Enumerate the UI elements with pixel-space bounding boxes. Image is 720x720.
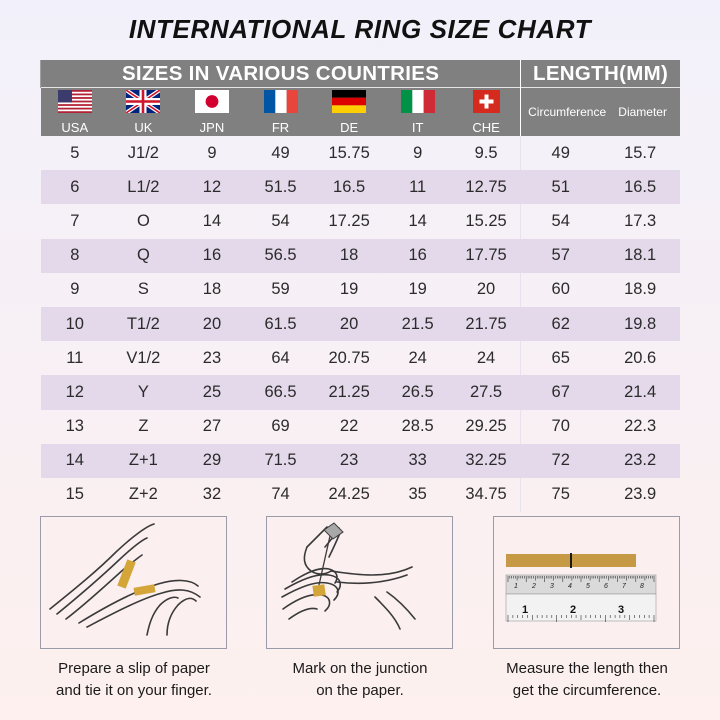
svg-text:2: 2 — [570, 604, 576, 616]
svg-text:1: 1 — [514, 583, 518, 590]
svg-text:1: 1 — [522, 604, 528, 616]
svg-text:8: 8 — [640, 583, 644, 590]
svg-text:4: 4 — [568, 583, 572, 590]
svg-text:5: 5 — [586, 583, 590, 590]
svg-text:3: 3 — [550, 583, 554, 590]
svg-text:6: 6 — [604, 583, 608, 590]
svg-text:3: 3 — [618, 604, 624, 616]
svg-text:2: 2 — [531, 583, 536, 590]
